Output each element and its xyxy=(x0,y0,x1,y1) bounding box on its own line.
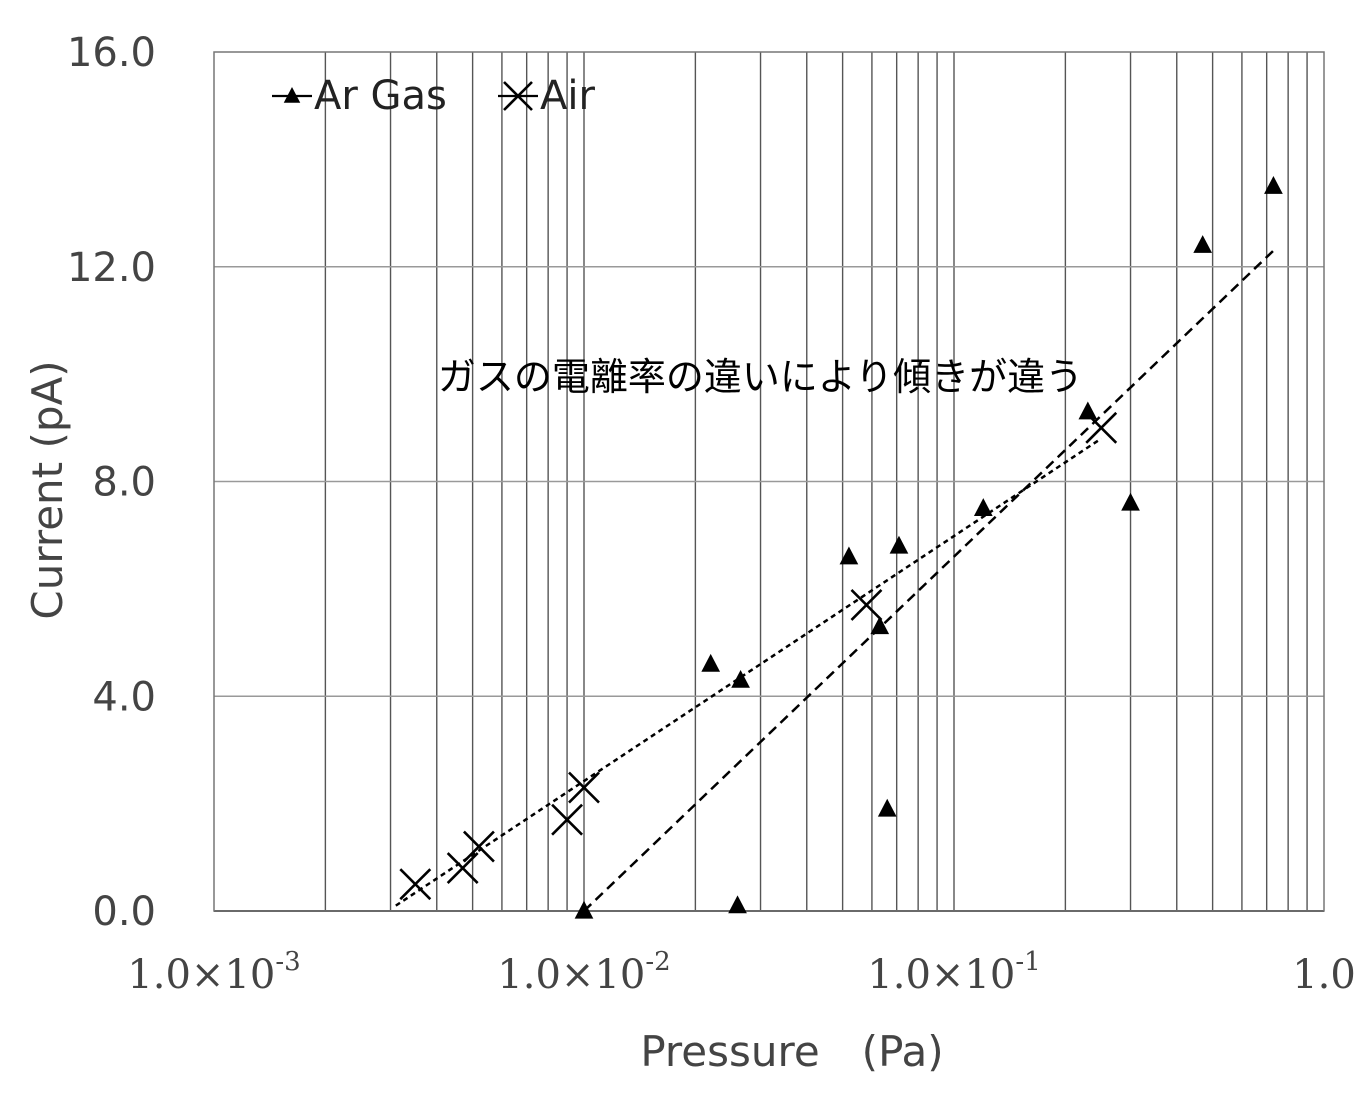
y-tick-label: 8.0 xyxy=(92,460,156,506)
legend-label: Air xyxy=(540,73,595,119)
data-point-ar-gas xyxy=(1121,492,1140,511)
data-point-ar-gas xyxy=(1078,401,1098,420)
y-tick-label: 12.0 xyxy=(67,245,156,291)
data-point-air xyxy=(551,803,583,836)
annotations: ガスの電離率の違いにより傾きが違う xyxy=(438,355,1083,399)
y-axis-title: Current (pA) xyxy=(23,360,72,619)
data-point-air xyxy=(399,868,432,901)
x-tick-label: 1.0×10-2 xyxy=(497,947,670,998)
x-axis-title: Pressure (Pa) xyxy=(640,1027,943,1076)
data-points xyxy=(399,176,1283,919)
annotation-text: ガスの電離率の違いにより傾きが違う xyxy=(438,355,1083,399)
data-point-air xyxy=(568,771,600,804)
legend-marker-air xyxy=(503,81,533,111)
x-tick-label: 1.0 xyxy=(1292,952,1356,998)
data-point-ar-gas xyxy=(1193,235,1213,253)
legend: Ar Gas Air xyxy=(272,73,595,119)
y-tick-label: 16.0 xyxy=(67,30,156,76)
trendlines xyxy=(395,249,1275,912)
x-axis-ticks: 1.0×10-3 1.0×10-2 1.0×10-1 1.0 xyxy=(127,947,1355,998)
plot-frame xyxy=(213,51,1325,912)
data-point-air xyxy=(446,852,479,884)
x-tick-label: 1.0×10-3 xyxy=(127,947,300,998)
grid xyxy=(214,52,1324,912)
data-point-ar-gas xyxy=(870,616,890,635)
x-tick-label: 1.0×10-1 xyxy=(867,947,1040,998)
data-point-air xyxy=(850,589,883,621)
y-tick-label: 4.0 xyxy=(92,674,156,720)
data-point-ar-gas xyxy=(877,798,897,817)
data-point-ar-gas xyxy=(574,900,594,919)
trendline-air xyxy=(395,437,1102,907)
data-point-ar-gas xyxy=(839,546,859,565)
legend-marker-ar-gas xyxy=(283,87,301,103)
data-point-air xyxy=(1085,411,1118,444)
data-point-ar-gas xyxy=(731,669,750,688)
data-point-ar-gas xyxy=(701,653,721,672)
data-point-ar-gas xyxy=(728,895,747,914)
y-tick-label: 0.0 xyxy=(92,889,156,935)
legend-label: Ar Gas xyxy=(314,73,447,119)
data-point-ar-gas xyxy=(889,535,909,554)
data-point-ar-gas xyxy=(973,498,993,516)
y-axis-ticks: 0.0 4.0 8.0 12.0 16.0 xyxy=(67,30,156,935)
data-point-ar-gas xyxy=(1264,176,1283,194)
data-point-air xyxy=(463,830,495,863)
